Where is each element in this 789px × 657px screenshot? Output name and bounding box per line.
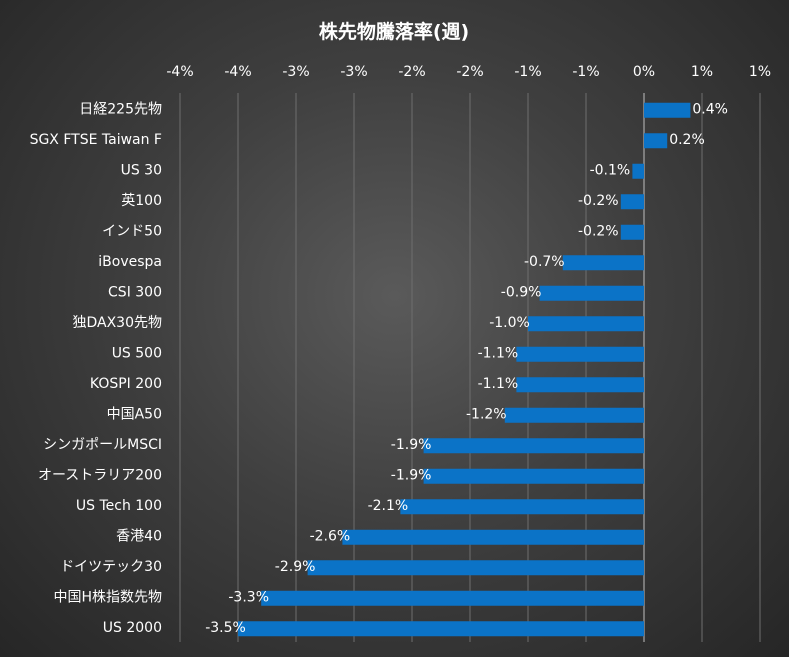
data-label: -3.5% xyxy=(205,620,246,636)
category-label: 日経225先物 xyxy=(79,101,162,117)
gridlines xyxy=(179,93,761,642)
data-label: -0.7% xyxy=(524,254,565,270)
category-label: インド50 xyxy=(102,223,162,239)
data-label: -0.2% xyxy=(578,223,619,239)
category-label: オーストラリア200 xyxy=(38,467,162,483)
data-label: -1.9% xyxy=(391,467,432,483)
category-label: US Tech 100 xyxy=(76,498,162,514)
category-label: ドイツテック30 xyxy=(60,559,162,575)
data-label: -2.9% xyxy=(275,559,316,575)
chart-title: 株先物騰落率(週) xyxy=(319,20,469,43)
x-tick-labels: -4% -4% -3% -3% -2% -2% -1% -1% 0% 1% 1% xyxy=(166,64,771,80)
category-label: シンガポールMSCI xyxy=(43,437,162,453)
data-label: -1.9% xyxy=(391,437,432,453)
category-label: iBovespa xyxy=(98,254,162,270)
x-tick-label: -1% xyxy=(572,64,599,80)
data-label: 0.2% xyxy=(669,132,705,148)
data-label: -2.1% xyxy=(368,498,409,514)
data-label: -0.2% xyxy=(578,193,619,209)
category-label: 香港40 xyxy=(116,528,162,544)
bar xyxy=(644,102,691,118)
category-label: 英100 xyxy=(121,192,162,209)
category-labels: 日経225先物 SGX FTSE Taiwan F US 30 英100 インド50 iB… xyxy=(30,101,162,636)
x-tick-label: -1% xyxy=(514,64,541,80)
bar xyxy=(342,529,644,545)
bar xyxy=(516,377,644,393)
x-tick-label: -4% xyxy=(224,64,251,80)
bar xyxy=(528,316,644,332)
data-label: -1.2% xyxy=(466,406,507,422)
category-label: 中国H株指数先物 xyxy=(53,589,162,605)
data-label: -1.1% xyxy=(478,345,519,361)
data-label: 0.4% xyxy=(692,101,728,117)
bars xyxy=(238,102,691,637)
category-label: 独DAX30先物 xyxy=(72,315,162,331)
category-label: SGX FTSE Taiwan F xyxy=(30,132,162,148)
bar xyxy=(238,621,644,637)
bar xyxy=(504,407,644,423)
category-label: CSI 300 xyxy=(108,284,162,300)
category-label: 中国A50 xyxy=(107,406,162,422)
bar xyxy=(620,224,644,240)
data-label: -3.3% xyxy=(228,589,269,605)
category-label: US 2000 xyxy=(103,620,162,636)
bar xyxy=(632,163,644,179)
x-tick-label: -4% xyxy=(166,64,193,80)
bar xyxy=(620,194,644,210)
x-tick-label: -3% xyxy=(282,64,309,80)
bar xyxy=(516,346,644,362)
bar xyxy=(261,590,644,606)
bar xyxy=(539,285,644,301)
data-label: -0.1% xyxy=(590,162,631,178)
x-tick-label: 1% xyxy=(749,64,771,80)
category-label: US 500 xyxy=(112,345,162,361)
bar xyxy=(644,133,668,149)
data-label: -1.1% xyxy=(478,376,519,392)
data-labels: 0.4% 0.2% -0.1% -0.2% -0.2% -0.7% -0.9% -1.0% -1… xyxy=(205,101,728,636)
data-label: -0.9% xyxy=(501,284,542,300)
bar xyxy=(562,255,644,271)
data-label: -2.6% xyxy=(310,528,351,544)
bar xyxy=(307,560,644,576)
bar xyxy=(423,468,644,484)
category-label: KOSPI 200 xyxy=(90,376,162,392)
category-label: US 30 xyxy=(121,162,162,178)
data-label: -1.0% xyxy=(489,315,530,331)
bar xyxy=(423,438,644,454)
x-tick-label: 0% xyxy=(633,64,655,80)
bar xyxy=(400,499,644,515)
x-tick-label: -2% xyxy=(398,64,425,80)
x-tick-label: -2% xyxy=(456,64,483,80)
x-tick-label: -3% xyxy=(340,64,367,80)
x-tick-label: 1% xyxy=(691,64,713,80)
